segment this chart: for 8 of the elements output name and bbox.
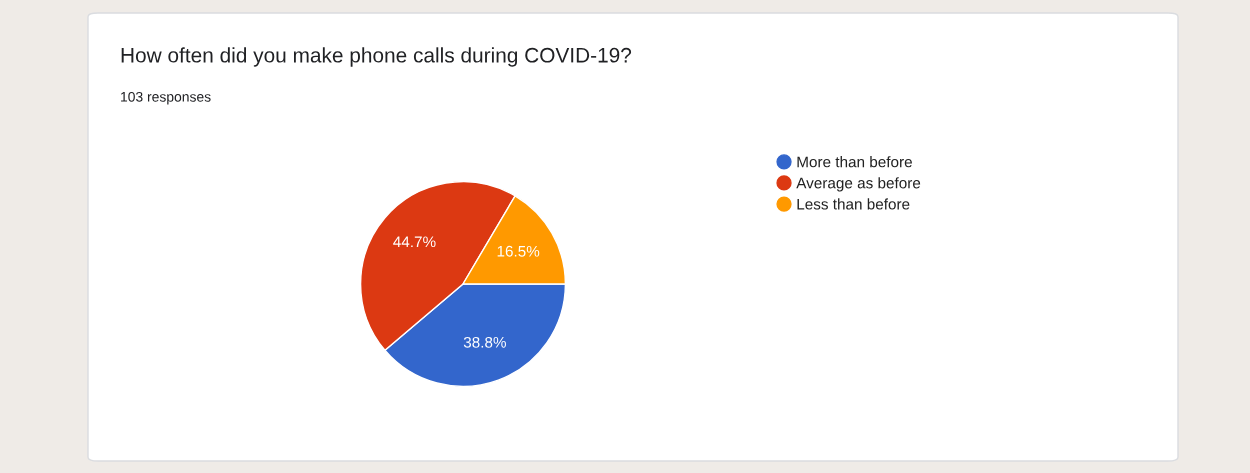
legend-label: Average as before <box>796 177 921 192</box>
data-label: 38.8% <box>463 336 506 348</box>
legend-label: Less than before <box>797 198 910 210</box>
legend-label: More than before <box>797 156 912 168</box>
text: 103 responses <box>121 91 211 105</box>
data-label: 16.5% <box>497 245 540 257</box>
data-label: 44.7% <box>393 236 436 248</box>
chart-title: How often did you make phone calls during COVID-19? <box>121 47 632 67</box>
